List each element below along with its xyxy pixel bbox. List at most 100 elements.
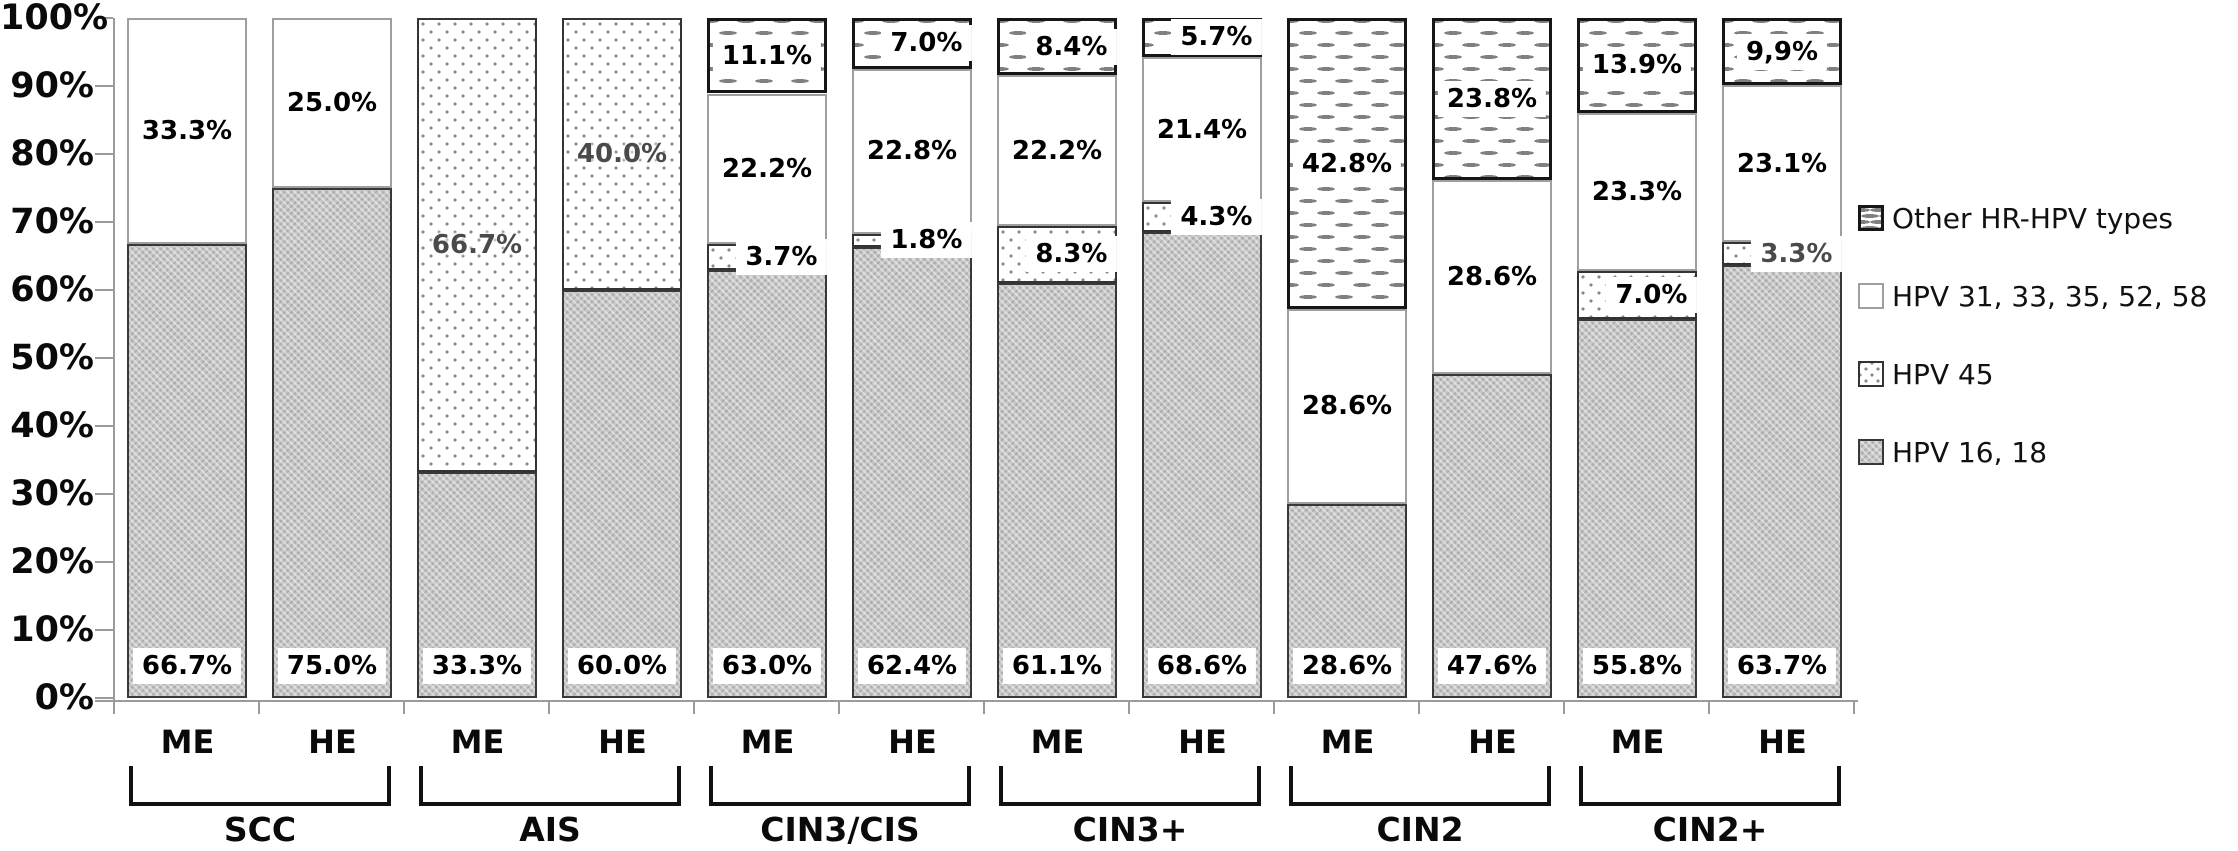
- segment-label: 68.6%: [1147, 648, 1257, 684]
- stacked-bar-me: 55.8% 7.0% 23.3% 13.9%: [1577, 18, 1697, 698]
- x-axis-tick: [1128, 701, 1130, 714]
- segment-label: 63.0%: [712, 648, 822, 684]
- bar-axis-label-me: ME: [740, 723, 795, 761]
- legend: Other HR-HPV types HPV 31, 33, 35, 52, 58…: [1858, 202, 2207, 514]
- legend-item-other: Other HR-HPV types: [1858, 201, 2207, 235]
- x-axis-tick: [1273, 701, 1275, 714]
- y-axis-tick: [95, 85, 113, 87]
- legend-swatch-hpv1618-icon: [1858, 439, 1884, 465]
- segment-label: 28.6%: [1292, 648, 1402, 684]
- bar-segment-hpv1618: [1722, 264, 1842, 698]
- y-axis-line: [113, 18, 115, 702]
- stacked-bar-me: 66.7% 33.3%: [127, 18, 247, 698]
- bar-segment-hpv1618: [1142, 231, 1262, 698]
- segment-label: 7.0%: [881, 25, 972, 62]
- legend-swatch-hpv31-icon: [1858, 283, 1884, 309]
- legend-item-hpv31: HPV 31, 33, 35, 52, 58: [1858, 280, 2207, 313]
- y-axis-tick: [95, 153, 113, 155]
- category-group-cin3cis: 63.0% 3.7% 22.2% 11.1% ME 62.4% 1.8% 22.8% 7.0% H…: [695, 18, 985, 851]
- segment-label: 33.3%: [422, 648, 532, 684]
- segment-label: 22.2%: [712, 150, 822, 187]
- y-axis-tick: [95, 493, 113, 495]
- segment-label: 11.1%: [712, 37, 822, 74]
- y-axis-tick: [95, 629, 113, 631]
- segment-label: 13.9%: [1582, 47, 1692, 84]
- group-bracket: [419, 766, 681, 806]
- stacked-bar-me: 28.6% 28.6% 42.8%: [1287, 18, 1407, 698]
- bar-segment-hpv1618: [562, 290, 682, 698]
- x-axis-tick: [403, 701, 405, 714]
- stacked-bar-me: 63.0% 3.7% 22.2% 11.1%: [707, 18, 827, 698]
- bar-segment-hpv1618: [707, 269, 827, 698]
- bar-segment-hpv45: [562, 18, 682, 290]
- stacked-bar-he: 68.6% 4.3% 21.4% 5.7%: [1142, 18, 1262, 698]
- bar-axis-label-he: HE: [598, 723, 647, 761]
- bar-segment-hpv45: [417, 18, 537, 472]
- group-label: CIN3+: [1072, 810, 1188, 849]
- segment-label: 8.4%: [1026, 28, 1117, 65]
- bar-segment-hpv1618: [1432, 374, 1552, 698]
- segment-label: 66.7%: [431, 229, 523, 260]
- y-axis-tick: [95, 425, 113, 427]
- group-bracket: [999, 766, 1261, 806]
- segment-label: 5.7%: [1171, 19, 1262, 56]
- x-axis-tick: [1563, 701, 1565, 714]
- stacked-bar-me: 33.3% 66.7%: [417, 18, 537, 698]
- category-group-ais: 33.3% 66.7% ME 60.0% 40.0% HE AIS: [405, 18, 695, 851]
- segment-label: 4.3%: [1171, 198, 1262, 235]
- segment-label: 23.8%: [1437, 80, 1547, 117]
- segment-label: 22.2%: [1002, 132, 1112, 169]
- segment-label: 25.0%: [277, 85, 387, 121]
- segment-label: 3.3%: [1751, 235, 1842, 272]
- segment-label: 1.8%: [881, 222, 972, 259]
- segment-label: 22.8%: [857, 133, 967, 170]
- group-label: CIN2: [1376, 810, 1464, 849]
- segment-label: 62.4%: [857, 648, 967, 684]
- bar-axis-label-he: HE: [1758, 723, 1807, 761]
- segment-label: 9,9%: [1736, 33, 1828, 70]
- stacked-bar-me: 61.1% 8.3% 22.2% 8.4%: [997, 18, 1117, 698]
- segment-label: 23.3%: [1582, 173, 1692, 210]
- x-axis-tick: [1853, 701, 1855, 714]
- stacked-bar-he: 47.6% 28.6% 23.8%: [1432, 18, 1552, 698]
- category-group-cin2: 28.6% 28.6% 42.8% ME 47.6% 28.6% 23.8% HE CIN2: [1275, 18, 1565, 851]
- legend-label: Other HR-HPV types: [1892, 201, 2174, 235]
- y-axis-label: 20%: [10, 542, 94, 582]
- segment-label: 33.3%: [132, 113, 242, 150]
- bar-segment-hpv1618: [997, 282, 1117, 698]
- group-label: CIN3/CIS: [760, 810, 920, 849]
- segment-label: 66.7%: [132, 648, 242, 684]
- x-axis-tick: [548, 701, 550, 714]
- segment-label: 28.6%: [1437, 259, 1547, 296]
- segment-label: 3.7%: [736, 239, 827, 276]
- stacked-bar-he: 75.0% 25.0%: [272, 18, 392, 698]
- group-bracket: [709, 766, 971, 806]
- bar-segment-hpv1618: [272, 188, 392, 698]
- group-bracket: [1289, 766, 1551, 806]
- y-axis-tick: [95, 561, 113, 563]
- category-group-cin3: 61.1% 8.3% 22.2% 8.4% ME 68.6% 4.3% 21.4% 5.7% HE…: [985, 18, 1275, 851]
- category-group-cin2: 55.8% 7.0% 23.3% 13.9% ME 63.7% 3.3% 23.1% 9,9% H…: [1565, 18, 1855, 851]
- x-axis-tick: [1418, 701, 1420, 714]
- segment-label: 40.0%: [576, 139, 668, 169]
- y-axis-tick: [95, 357, 113, 359]
- segment-label: 21.4%: [1147, 111, 1257, 148]
- legend-swatch-other-icon: [1858, 205, 1884, 231]
- segment-label: 75.0%: [277, 648, 387, 684]
- segment-label: 7.0%: [1606, 276, 1697, 313]
- y-axis-tick: [95, 221, 113, 223]
- x-axis-tick: [113, 701, 115, 714]
- legend-swatch-hpv45-icon: [1858, 361, 1884, 387]
- segment-label: 42.8%: [1292, 145, 1402, 182]
- y-axis-tick: [95, 289, 113, 291]
- y-axis-tick: [95, 697, 113, 699]
- legend-label: HPV 16, 18: [1892, 435, 2048, 469]
- segment-label: 63.7%: [1727, 648, 1837, 684]
- y-axis-label: 80%: [10, 134, 94, 174]
- bar-axis-label-he: HE: [888, 723, 937, 761]
- x-axis-tick: [1708, 701, 1710, 714]
- category-group-scc: 66.7% 33.3% ME 75.0% 25.0% HE SCC: [115, 18, 405, 851]
- y-axis-label: 90%: [10, 66, 94, 106]
- segment-label: 60.0%: [567, 648, 677, 684]
